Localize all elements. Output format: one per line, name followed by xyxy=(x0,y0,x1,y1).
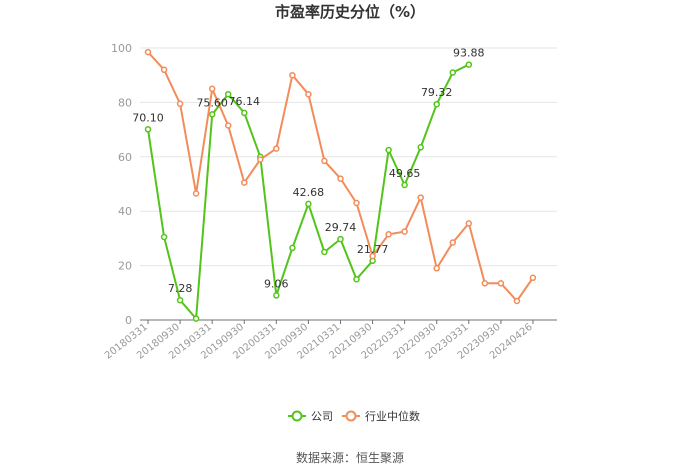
data-point[interactable] xyxy=(224,90,232,98)
data-point[interactable] xyxy=(433,265,440,272)
data-point[interactable] xyxy=(144,126,152,133)
data-point[interactable] xyxy=(224,122,232,129)
data-label: 42.68 xyxy=(293,186,325,199)
data-point[interactable] xyxy=(353,275,360,283)
data-point[interactable] xyxy=(192,190,200,197)
data-point[interactable] xyxy=(529,274,537,282)
data-point[interactable] xyxy=(481,280,489,287)
data-point[interactable] xyxy=(321,248,328,256)
data-label: 93.88 xyxy=(453,47,485,60)
data-label: 49.65 xyxy=(389,167,421,180)
data-point[interactable] xyxy=(513,297,521,305)
data-point[interactable] xyxy=(449,239,457,246)
data-point[interactable] xyxy=(273,145,280,152)
data-point[interactable] xyxy=(289,244,296,252)
y-tick-label: 0 xyxy=(125,314,132,327)
legend-industry-label: 行业中位数 xyxy=(365,409,420,423)
data-point[interactable] xyxy=(176,100,184,108)
data-point[interactable] xyxy=(417,194,424,201)
data-point[interactable] xyxy=(385,231,392,238)
data-point[interactable] xyxy=(417,144,424,151)
y-tick-label: 20 xyxy=(118,260,132,273)
data-point[interactable] xyxy=(192,315,200,322)
data-point[interactable] xyxy=(257,156,264,163)
y-axis: 0 20 40 60 80 100 xyxy=(111,42,132,327)
data-source: 数据来源：恒生聚源 xyxy=(296,450,404,465)
legend-item-industry-median[interactable]: 行业中位数 xyxy=(342,409,420,423)
data-point[interactable] xyxy=(241,109,248,117)
data-point[interactable] xyxy=(273,292,280,299)
data-point[interactable] xyxy=(305,90,312,98)
data-point[interactable] xyxy=(337,235,344,243)
data-label: 70.10 xyxy=(132,111,164,124)
data-point[interactable] xyxy=(321,157,328,165)
data-label: 75.60 xyxy=(196,96,228,109)
y-tick-label: 40 xyxy=(118,205,132,218)
x-axis: 2018033120180930201903312019093020200331… xyxy=(103,319,557,362)
data-point[interactable] xyxy=(305,200,312,208)
data-point[interactable] xyxy=(289,71,296,79)
data-point[interactable] xyxy=(433,100,440,108)
data-point[interactable] xyxy=(497,280,505,287)
data-label: 29.74 xyxy=(325,221,357,234)
data-point[interactable] xyxy=(160,66,168,74)
data-point[interactable] xyxy=(337,175,344,182)
chart-title: 市盈率历史分位（%） xyxy=(275,3,425,21)
legend: 公司 行业中位数 xyxy=(288,409,420,423)
data-point[interactable] xyxy=(465,61,473,68)
data-label: 7.28 xyxy=(168,282,193,295)
data-point[interactable] xyxy=(241,179,248,186)
data-point[interactable] xyxy=(401,228,408,235)
data-point[interactable] xyxy=(385,146,392,154)
data-point[interactable] xyxy=(465,220,473,227)
y-tick-label: 80 xyxy=(118,96,132,109)
series-layer xyxy=(144,48,537,322)
y-tick-label: 100 xyxy=(111,42,132,55)
data-label: 9.06 xyxy=(264,277,289,290)
y-tick-label: 60 xyxy=(118,151,132,164)
data-point[interactable] xyxy=(208,111,216,118)
data-point[interactable] xyxy=(160,233,168,241)
data-point[interactable] xyxy=(176,296,184,304)
legend-company-marker xyxy=(291,410,303,422)
data-point[interactable] xyxy=(369,252,376,260)
data-point[interactable] xyxy=(144,48,152,56)
data-point[interactable] xyxy=(353,199,360,207)
legend-company-label: 公司 xyxy=(311,410,333,423)
data-point[interactable] xyxy=(401,181,408,189)
data-label: 76.14 xyxy=(229,95,261,108)
data-label: 21.77 xyxy=(357,243,389,256)
legend-industry-marker xyxy=(345,410,357,422)
legend-item-company[interactable]: 公司 xyxy=(288,410,333,423)
data-label: 79.32 xyxy=(421,86,453,99)
data-point[interactable] xyxy=(208,85,216,93)
data-point[interactable] xyxy=(449,69,457,76)
